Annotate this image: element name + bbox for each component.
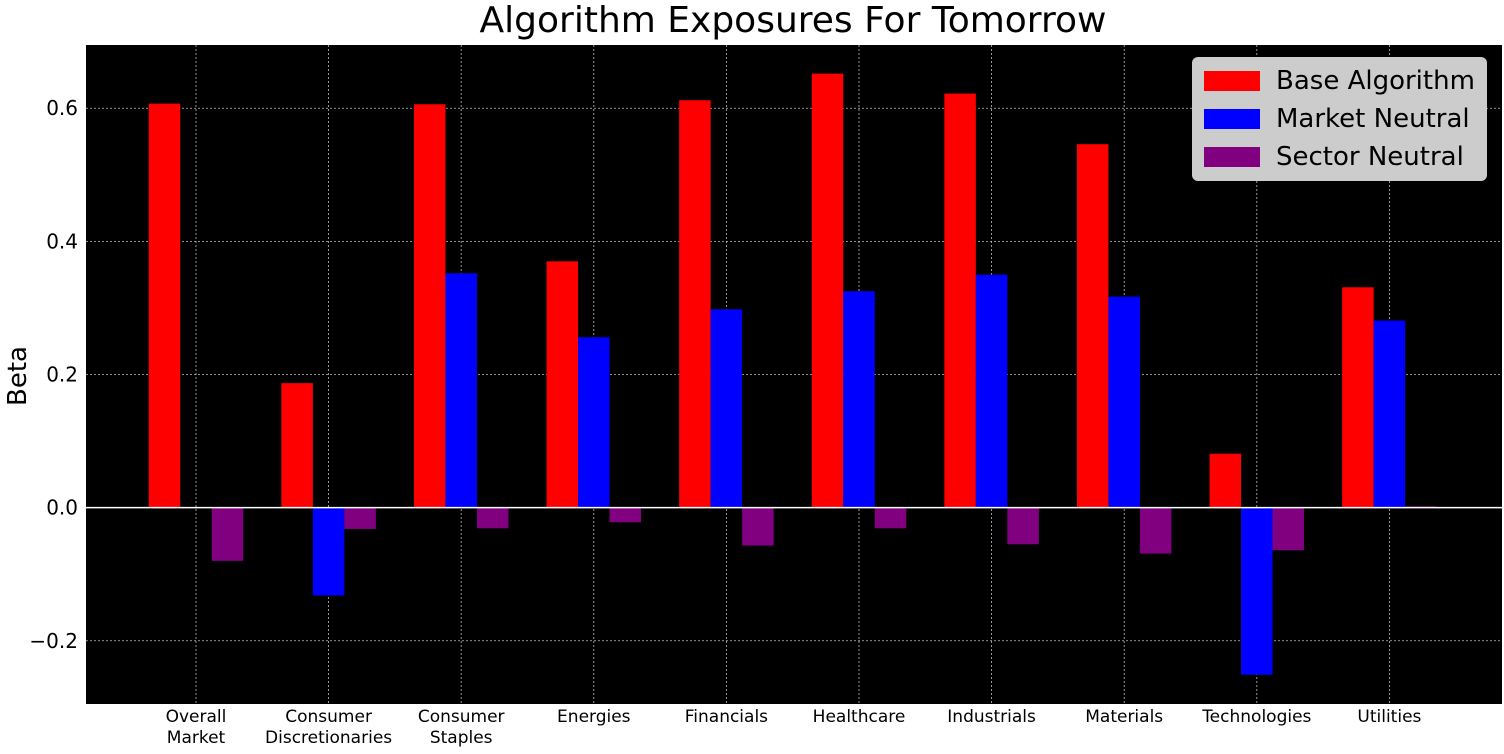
bar-base-algorithm: [1342, 287, 1374, 507]
y-axis-label: Beta: [3, 346, 33, 406]
bar-market-neutral: [578, 337, 610, 507]
bar-sector-neutral: [742, 508, 774, 546]
bar-sector-neutral: [212, 508, 244, 561]
x-tick-label: Financials: [685, 707, 768, 727]
x-tick-label: Utilities: [1357, 707, 1421, 727]
legend-swatch: [1204, 71, 1260, 91]
x-tick-label: Healthcare: [813, 707, 906, 727]
x-axis-ticks: OverallMarketConsumerDiscretionariesCons…: [166, 707, 1422, 748]
bar-sector-neutral: [610, 508, 642, 523]
legend-swatch: [1204, 147, 1260, 167]
chart-title: Algorithm Exposures For Tomorrow: [480, 0, 1107, 41]
bar-sector-neutral: [1273, 508, 1305, 551]
y-tick-label: 0.0: [46, 496, 78, 520]
bar-market-neutral: [1374, 321, 1406, 508]
legend-swatch: [1204, 109, 1260, 129]
y-tick-label: −0.2: [29, 629, 78, 653]
x-tick-label: Consumer: [285, 707, 372, 727]
bar-base-algorithm: [414, 104, 446, 507]
bar-base-algorithm: [281, 383, 313, 507]
bar-market-neutral: [1241, 508, 1273, 675]
bar-sector-neutral: [1140, 508, 1172, 554]
bar-base-algorithm: [1210, 454, 1242, 508]
legend: Base Algorithm Market Neutral Sector Neutr…: [1192, 57, 1487, 181]
x-tick-label: Consumer: [418, 707, 505, 727]
x-tick-label: Discretionaries: [265, 728, 392, 748]
bar-base-algorithm: [1077, 144, 1109, 507]
bar-base-algorithm: [944, 94, 976, 508]
bar-base-algorithm: [679, 100, 711, 507]
bar-base-algorithm: [812, 74, 844, 508]
bar-market-neutral: [843, 291, 875, 507]
bar-sector-neutral: [875, 508, 907, 529]
bar-market-neutral: [445, 273, 477, 507]
y-tick-label: 0.2: [46, 363, 78, 387]
x-tick-label: Energies: [557, 707, 631, 727]
legend-label: Sector Neutral: [1276, 142, 1464, 172]
bar-sector-neutral: [344, 508, 376, 529]
bar-market-neutral: [976, 275, 1008, 508]
x-tick-label: Market: [167, 728, 226, 748]
x-tick-label: Staples: [430, 728, 493, 748]
y-axis-ticks: −0.2 0.0 0.2 0.4 0.6: [29, 96, 78, 653]
bar-base-algorithm: [149, 104, 181, 508]
y-tick-label: 0.6: [46, 96, 78, 120]
x-tick-label: Overall: [166, 707, 227, 727]
bar-sector-neutral: [1007, 508, 1039, 545]
bar-market-neutral: [313, 508, 345, 596]
bar-base-algorithm: [547, 261, 579, 507]
bar-market-neutral: [1108, 297, 1140, 508]
bar-market-neutral: [711, 309, 743, 507]
legend-label: Market Neutral: [1276, 104, 1470, 134]
x-tick-label: Industrials: [947, 707, 1036, 727]
y-tick-label: 0.4: [46, 229, 78, 253]
x-tick-label: Materials: [1085, 707, 1163, 727]
bar-sector-neutral: [477, 508, 509, 529]
legend-label: Base Algorithm: [1276, 66, 1475, 96]
x-tick-label: Technologies: [1201, 707, 1311, 727]
